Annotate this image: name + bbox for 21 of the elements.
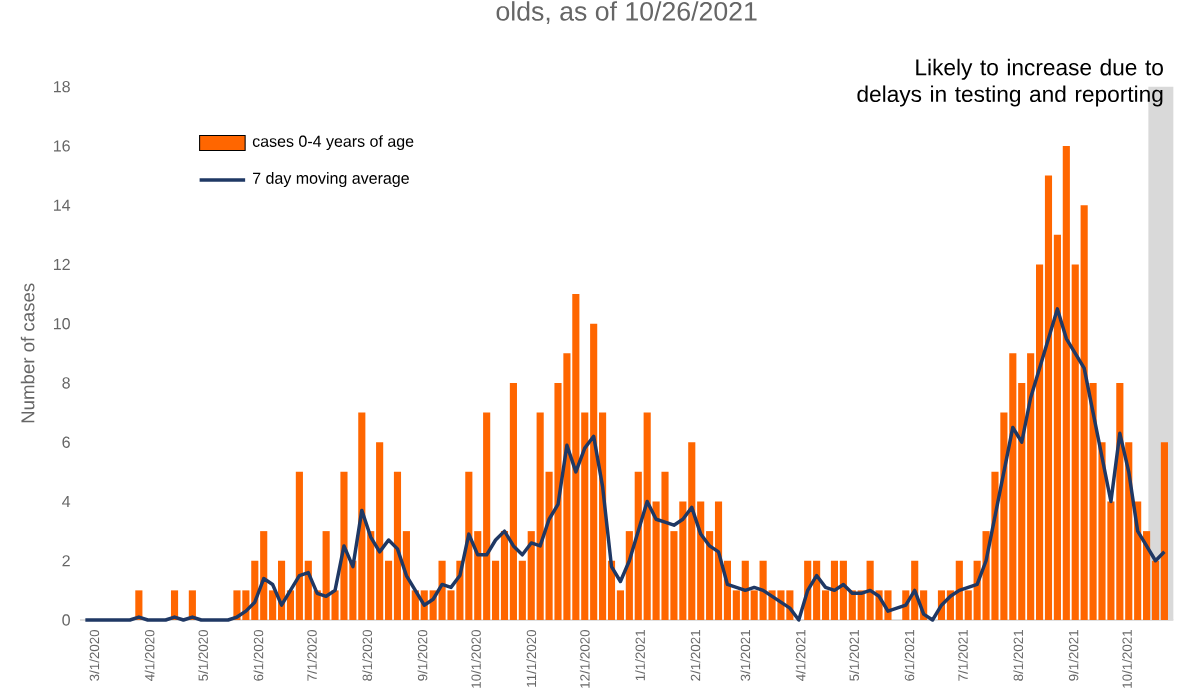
bar bbox=[1160, 442, 1168, 620]
y-tick-label: 16 bbox=[53, 140, 70, 152]
bar bbox=[393, 471, 402, 620]
chart-title: olds, as of 10/26/2021 bbox=[496, 1, 757, 24]
annotation: Likely to increase due to delays in testing and reporting bbox=[857, 58, 1163, 107]
y-tick-label: 12 bbox=[53, 258, 70, 271]
y-axis-title: Number of cases bbox=[20, 283, 35, 423]
y-tick-label: 10 bbox=[53, 318, 70, 330]
y-tick-label: 18 bbox=[53, 81, 70, 93]
y-tick-label: 6 bbox=[62, 436, 70, 448]
legend-label: 7 day moving average bbox=[253, 172, 409, 188]
bar bbox=[830, 560, 839, 620]
y-tick-label: 14 bbox=[53, 199, 71, 211]
y-tick-label: 2 bbox=[62, 555, 70, 567]
bar bbox=[1044, 175, 1053, 620]
y-tick-label: 0 bbox=[62, 614, 70, 626]
bar bbox=[714, 501, 723, 620]
y-tick-label: 4 bbox=[62, 495, 71, 507]
legend-label: cases 0-4 years of age bbox=[252, 135, 414, 151]
bar bbox=[661, 471, 669, 620]
y-tick-label: 8 bbox=[62, 377, 70, 389]
